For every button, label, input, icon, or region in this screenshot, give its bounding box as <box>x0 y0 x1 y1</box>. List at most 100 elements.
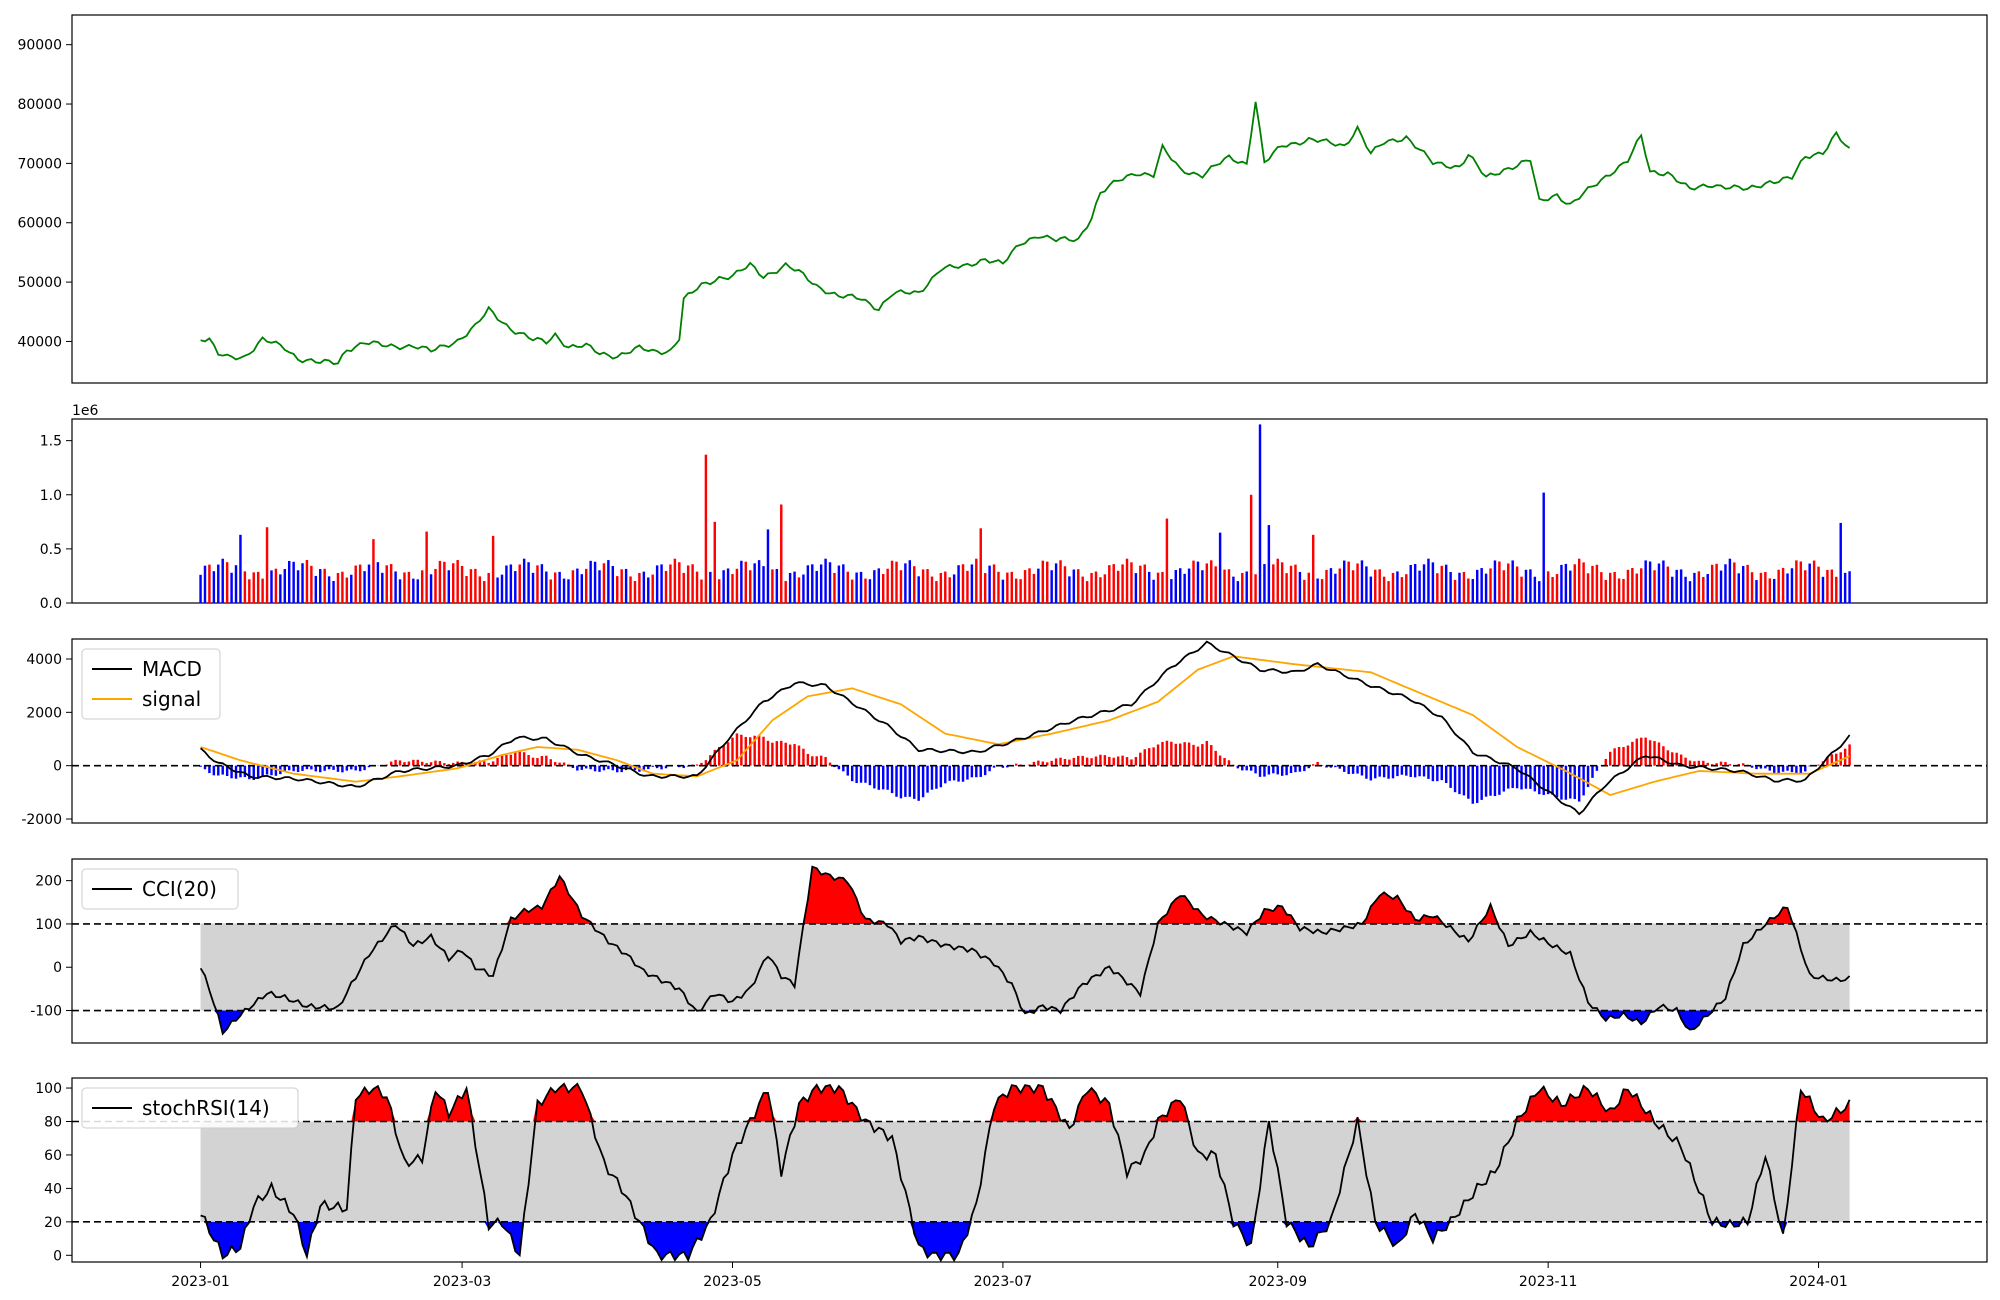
volume-bar <box>540 564 544 603</box>
volume-bar <box>558 571 561 603</box>
volume-bar <box>1178 568 1182 603</box>
macd-histogram-bar <box>1476 765 1479 803</box>
volume-bar <box>930 576 934 603</box>
macd-histogram-bar <box>1289 765 1293 774</box>
macd-histogram-bar <box>1320 765 1324 766</box>
macd-histogram-bar <box>1719 761 1723 766</box>
macd-histogram-bar <box>358 765 362 772</box>
macd-histogram-bar <box>1675 752 1678 766</box>
volume-bar <box>704 454 708 603</box>
volume-bar <box>1303 579 1306 603</box>
macd-histogram-bar <box>305 765 309 770</box>
macd-histogram-bar <box>1192 744 1195 766</box>
volume-bar <box>1232 576 1235 603</box>
macd-histogram-bar <box>850 765 854 782</box>
volume-bar <box>199 574 202 603</box>
volume-bar <box>1702 576 1705 603</box>
volume-bar <box>850 579 854 603</box>
macd-histogram-bar <box>917 765 920 801</box>
macd-histogram-bar <box>607 765 610 770</box>
volume-ytick-label: 0.5 <box>40 542 62 558</box>
macd-histogram-bar <box>1764 765 1767 769</box>
volume-bar <box>784 581 787 603</box>
volume-bar <box>208 564 211 603</box>
macd-histogram-bar <box>389 761 393 766</box>
volume-bar <box>1387 581 1390 603</box>
macd-histogram-bar <box>735 733 739 766</box>
macd-histogram-bar <box>966 765 969 780</box>
macd-histogram-bar <box>1750 765 1754 768</box>
volume-bar <box>1409 564 1412 603</box>
volume-bar <box>398 579 402 603</box>
macd-histogram-bar <box>1156 744 1160 766</box>
volume-bar <box>620 569 623 603</box>
macd-histogram-bar <box>1662 746 1665 766</box>
macd-histogram-bar <box>975 765 978 778</box>
volume-bar <box>1028 568 1031 603</box>
macd-histogram-bar <box>1786 765 1789 771</box>
volume-bar <box>1338 568 1342 603</box>
volume-bar <box>979 528 982 603</box>
volume-bar <box>1706 573 1709 603</box>
volume-bar <box>873 570 876 603</box>
macd-histogram-bar <box>1001 765 1005 768</box>
macd-histogram-bar <box>1653 741 1656 766</box>
volume-bar <box>1258 424 1262 603</box>
macd-histogram-bar <box>1112 757 1115 766</box>
macd-histogram-bar <box>301 765 304 771</box>
volume-bar <box>412 578 415 603</box>
cci-series-line <box>199 865 1851 1036</box>
macd-histogram-bar <box>403 762 406 766</box>
macd-histogram-bar <box>1538 765 1541 795</box>
volume-bar <box>895 561 898 603</box>
volume-bar <box>1205 563 1209 603</box>
macd-histogram-bar <box>1236 765 1240 769</box>
volume-bar <box>460 565 464 603</box>
macd-histogram-bar <box>647 765 650 770</box>
x-tick-label: 2023-03 <box>433 1274 492 1290</box>
stochrsi-series-line <box>200 1082 1851 1263</box>
volume-bar <box>1436 573 1439 603</box>
macd-histogram-bar <box>243 765 247 778</box>
volume-bar <box>341 571 344 603</box>
macd-histogram-bar <box>545 755 548 766</box>
volume-bar <box>323 568 326 603</box>
macd-histogram-bar <box>1085 757 1089 766</box>
volume-bar <box>336 573 340 603</box>
macd-histogram-bar <box>261 765 264 776</box>
macd-histogram-bar <box>1369 765 1373 781</box>
macd-histogram-bar <box>483 761 486 766</box>
macd-histogram-bar <box>465 763 468 766</box>
volume-bar <box>1542 492 1545 603</box>
macd-histogram-bar <box>1210 745 1213 766</box>
macd-histogram-bar <box>1480 765 1483 800</box>
macd-histogram-bar <box>531 757 535 766</box>
cci-panel-frame <box>71 858 1988 1044</box>
stochrsi-ytick-label: 60 <box>44 1148 62 1164</box>
volume-bar <box>1227 569 1231 603</box>
macd-histogram-bar <box>1773 765 1776 774</box>
volume-bar <box>1502 570 1506 603</box>
volume-bar <box>837 565 841 603</box>
macd-histogram-bar <box>571 765 575 769</box>
macd-histogram-bar <box>248 765 251 780</box>
macd-histogram-bar <box>988 765 991 772</box>
volume-bar <box>1728 558 1732 603</box>
macd-histogram-bar <box>1050 760 1053 766</box>
volume-bar <box>1019 579 1022 603</box>
macd-histogram-bar <box>886 765 889 790</box>
volume-bar <box>1653 570 1656 603</box>
volume-bar <box>1830 569 1834 603</box>
volume-bar <box>354 565 357 603</box>
volume-bar <box>279 574 282 603</box>
macd-histogram-bar <box>1586 765 1590 787</box>
volume-bar <box>797 577 801 603</box>
macd-histogram-bar <box>562 762 566 766</box>
macd-panel-frame <box>71 638 1988 824</box>
volume-bar <box>1586 573 1590 603</box>
macd-histogram-bar <box>1511 765 1514 789</box>
volume-bar <box>447 570 451 603</box>
price-ytick-label: 70000 <box>17 156 62 172</box>
volume-bar <box>1218 532 1222 603</box>
volume-bar <box>1112 564 1115 603</box>
